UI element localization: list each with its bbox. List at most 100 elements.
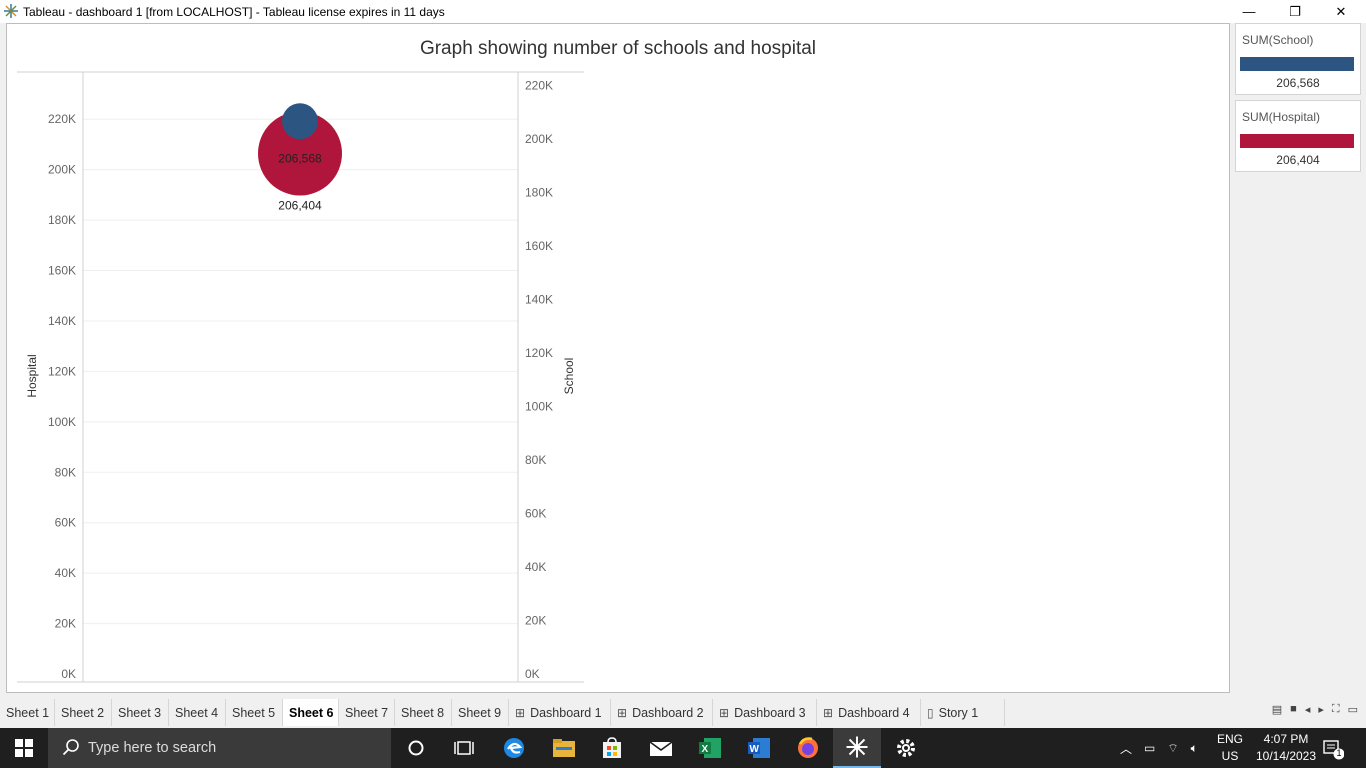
tab-dashboard-2[interactable]: ⊞ Dashboard 2: [611, 699, 713, 726]
tab-label: Sheet 9: [458, 705, 502, 720]
tab-dashboard-4[interactable]: ⊞ Dashboard 4: [817, 699, 921, 726]
hospital-data-label: 206,404: [278, 199, 322, 213]
battery-icon[interactable]: ▭: [1144, 741, 1156, 755]
system-tray: ︿ ▭ ⌔ 🔈︎: [1120, 728, 1198, 768]
legend-school-value: 206,568: [1276, 76, 1320, 90]
prev-icon[interactable]: ◂: [1304, 704, 1311, 716]
tab-sheet-6[interactable]: Sheet 6: [283, 699, 339, 726]
filmstrip-icon[interactable]: ▤: [1271, 704, 1283, 716]
left-tick-label: 40K: [55, 566, 76, 580]
story-icon: ▯: [927, 705, 934, 720]
tab-label: Dashboard 2: [632, 705, 704, 720]
tab-dashboard-1[interactable]: ⊞ Dashboard 1: [509, 699, 611, 726]
left-tick-label: 80K: [55, 465, 76, 479]
right-tick-label: 80K: [525, 453, 546, 467]
tab-label: Sheet 4: [175, 705, 219, 720]
right-axis-title: School: [562, 358, 576, 395]
settings-icon[interactable]: [882, 728, 930, 768]
tab-sheet-3[interactable]: Sheet 3: [112, 699, 169, 726]
input-language[interactable]: ENG US: [1216, 732, 1243, 763]
tab-label: Sheet 7: [345, 705, 389, 720]
task-view-icon[interactable]: [440, 728, 488, 768]
tab-label: Sheet 1: [6, 705, 50, 720]
right-tick-label: 200K: [525, 132, 553, 146]
school-data-label: 206,568: [278, 152, 322, 166]
left-tick-label: 20K: [55, 617, 76, 631]
left-tick-label: 60K: [55, 516, 76, 530]
windows-logo-icon: [15, 739, 33, 757]
file-explorer-icon[interactable]: [540, 728, 588, 768]
tabs-view-icon[interactable]: ■: [1290, 703, 1297, 715]
excel-icon[interactable]: X: [686, 728, 734, 768]
notifications-icon[interactable]: 1: [1322, 738, 1345, 760]
chart-title: Graph showing number of schools and hosp…: [419, 38, 817, 59]
store-icon[interactable]: [588, 728, 636, 768]
search-icon: [62, 739, 79, 756]
tab-sheet-9[interactable]: Sheet 9: [452, 699, 509, 726]
right-tick-label: 40K: [525, 560, 546, 574]
dashboard-icon: ⊞: [515, 705, 526, 720]
presentation-icon[interactable]: ▭: [1347, 704, 1358, 716]
left-tick-label: 200K: [48, 163, 76, 177]
left-tick-label: 220K: [48, 112, 76, 126]
school-mark: [282, 103, 318, 140]
svg-text:W: W: [750, 744, 760, 755]
cortana-icon[interactable]: [392, 728, 440, 768]
word-icon[interactable]: W: [735, 728, 783, 768]
left-tick-label: 0K: [61, 667, 76, 681]
taskbar-search-box[interactable]: Type here to search: [48, 728, 391, 768]
tab-tools: ▤ ■ ◂ ▸ ⛶ ▭: [1272, 703, 1358, 716]
window-title: Tableau - dashboard 1 [from LOCALHOST] -…: [23, 5, 445, 19]
tab-sheet-1[interactable]: Sheet 1: [0, 699, 55, 726]
right-tick-label: 100K: [525, 399, 553, 413]
hospital-mark: [258, 111, 342, 196]
start-button[interactable]: [0, 728, 48, 768]
tab-label: Sheet 3: [118, 705, 162, 720]
tab-label: Sheet 8: [401, 705, 445, 720]
fullscreen-icon[interactable]: ⛶: [1331, 703, 1340, 715]
tab-label: Dashboard 1: [530, 705, 602, 720]
left-tick-label: 180K: [48, 213, 76, 227]
restore-button[interactable]: ❐: [1289, 3, 1301, 19]
close-button[interactable]: ✕: [1335, 3, 1347, 19]
windows-taskbar: Type here to search X W ︿ ▭ ⌔ 🔈︎ ENG US: [0, 728, 1366, 768]
dashboard-icon: ⊞: [617, 705, 628, 720]
notification-count: 1: [1336, 748, 1342, 758]
tab-sheet-5[interactable]: Sheet 5: [226, 699, 283, 726]
legend-school[interactable]: SUM(School) 206,568: [1235, 23, 1361, 95]
right-tick-label: 180K: [525, 185, 553, 199]
minimize-button[interactable]: —: [1242, 4, 1256, 19]
next-icon[interactable]: ▸: [1318, 704, 1324, 716]
tab-sheet-4[interactable]: Sheet 4: [169, 699, 226, 726]
left-tick-label: 140K: [48, 314, 76, 328]
left-tick-label: 160K: [48, 264, 76, 278]
title-bar: Tableau - dashboard 1 [from LOCALHOST] -…: [0, 0, 1366, 23]
tableau-icon[interactable]: [833, 728, 881, 768]
legend-hospital[interactable]: SUM(Hospital) 206,404: [1235, 100, 1361, 172]
legend-school-swatch: [1240, 57, 1354, 71]
legend-school-title: SUM(School): [1242, 33, 1314, 47]
left-axis-title: Hospital: [25, 354, 39, 397]
volume-icon[interactable]: 🔈︎: [1190, 740, 1198, 755]
tab-sheet-8[interactable]: Sheet 8: [395, 699, 452, 726]
tab-label: Story 1: [938, 705, 979, 720]
right-tick-label: 160K: [525, 239, 553, 253]
left-tick-label: 120K: [48, 364, 76, 378]
tab-sheet-7[interactable]: Sheet 7: [339, 699, 395, 726]
right-tick-label: 120K: [525, 346, 553, 360]
tab-label: Dashboard 4: [838, 705, 910, 720]
tab-dashboard-3[interactable]: ⊞ Dashboard 3: [713, 699, 817, 726]
wifi-icon[interactable]: ⌔: [1167, 740, 1179, 755]
tab-label: Sheet 2: [61, 705, 105, 720]
clock[interactable]: 4:07 PM 10/14/2023: [1255, 732, 1317, 763]
edge-icon[interactable]: [490, 728, 538, 768]
right-tick-label: 20K: [525, 613, 546, 627]
dual-axis-chart[interactable]: 0K 20K 40K 60K 80K 100K 120K 140K 160K 180K 200K 22…: [7, 24, 607, 692]
mail-icon[interactable]: [637, 728, 685, 768]
chevron-up-icon[interactable]: ︿: [1120, 741, 1133, 756]
tab-sheet-2[interactable]: Sheet 2: [55, 699, 112, 726]
dashboard-icon: ⊞: [719, 705, 730, 720]
right-tick-label: 0K: [525, 667, 540, 681]
tab-story-1[interactable]: ▯ Story 1: [921, 699, 1005, 726]
firefox-icon[interactable]: [784, 728, 832, 768]
